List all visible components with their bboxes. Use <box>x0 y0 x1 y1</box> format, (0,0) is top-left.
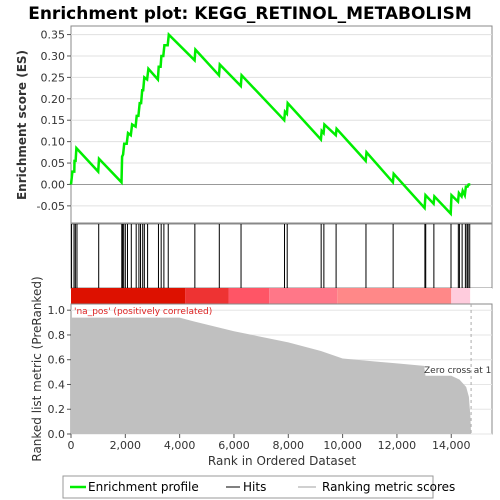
ranked-y-tick-label: 0.4 <box>48 378 66 391</box>
es-y-tick-label: 0.05 <box>41 157 66 170</box>
es-y-tick-label: 0.00 <box>41 178 66 191</box>
zero-cross-annotation: Zero cross at 1 <box>424 366 491 376</box>
ranking-metric-area <box>71 317 472 434</box>
ranked-y-axis-label: Ranked list metric (PreRanked) <box>30 276 44 461</box>
hits-panel-frame <box>70 223 493 289</box>
legend-label: Ranking metric scores <box>322 480 455 494</box>
ranked-x-tick-label: 12,000 <box>378 439 417 452</box>
es-y-tick-label: 0.20 <box>41 93 66 106</box>
es-y-tick-label: 0.15 <box>41 114 66 127</box>
ranked-x-tick-label: 6,000 <box>218 439 250 452</box>
legend-box <box>62 475 434 499</box>
ranked-x-tick-label: 2,000 <box>110 439 142 452</box>
ranked-x-tick-label: 4,000 <box>164 439 196 452</box>
es-y-tick-label: 0.35 <box>41 29 66 42</box>
ranked-y-tick-label: 0.2 <box>48 403 66 416</box>
colorbar-segment <box>71 288 186 304</box>
ranked-y-tick-label: 0.6 <box>48 354 66 367</box>
ranked-x-tick-label: 10,000 <box>323 439 362 452</box>
colorbar-segment <box>228 288 270 304</box>
ranked-x-ticks: 0 2,000 4,000 6,000 8,000 10,000 12,000 14,000 <box>68 434 471 452</box>
rank-colorbar <box>71 288 492 304</box>
enrichment-profile-line <box>69 31 471 217</box>
legend-label: Enrichment profile <box>88 480 199 494</box>
ranked-y-tick-label: 0.0 <box>48 428 66 441</box>
es-y-axis-label: Enrichment score (ES) <box>15 50 29 200</box>
colorbar-segment <box>337 288 452 304</box>
colorbar-segment <box>470 288 492 304</box>
ranked-y-tick-label: 0.8 <box>48 329 66 342</box>
colorbar-segment <box>185 288 229 304</box>
positive-annotation: 'na_pos' (positively correlated) <box>74 307 212 317</box>
es-y-tick-label: 0.10 <box>41 136 66 149</box>
colorbar-segment <box>451 288 471 304</box>
ranked-y-tick-label: 1.0 <box>48 304 66 317</box>
es-y-tick-label: 0.25 <box>41 71 66 84</box>
es-y-tick-label: 0.30 <box>41 50 66 63</box>
ranked-x-tick-label: 14,000 <box>432 439 471 452</box>
ranked-y-ticks: 0.0 0.2 0.4 0.6 0.8 1.0 <box>48 304 71 441</box>
hit-lines <box>71 224 471 288</box>
colorbar-segment <box>269 288 338 304</box>
legend-label: Hits <box>243 480 266 494</box>
ranked-x-tick-label: 8,000 <box>273 439 305 452</box>
legend: Enrichment profile Hits Ranking metric sco… <box>70 480 455 494</box>
ranked-x-tick-label: 0 <box>68 439 75 452</box>
es-panel-frame <box>70 25 493 224</box>
es-y-ticks: -0.05 0.00 0.05 0.10 0.15 0.20 0.25 0.30 0.35 <box>37 29 71 213</box>
chart-title: Enrichment plot: KEGG_RETINOL_METABOLISM <box>28 4 472 24</box>
es-y-tick-label: -0.05 <box>37 200 65 213</box>
ranked-x-axis-label: Rank in Ordered Dataset <box>208 454 356 468</box>
